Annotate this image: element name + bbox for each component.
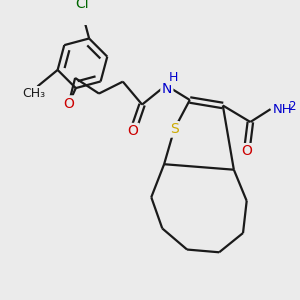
Text: NH: NH bbox=[272, 103, 292, 116]
Text: CH₃: CH₃ bbox=[22, 87, 45, 100]
Text: O: O bbox=[63, 97, 74, 111]
Text: N: N bbox=[162, 82, 172, 96]
Text: 2: 2 bbox=[288, 100, 296, 113]
Text: O: O bbox=[241, 144, 252, 158]
Text: Cl: Cl bbox=[75, 0, 88, 11]
Text: S: S bbox=[170, 122, 178, 136]
Text: H: H bbox=[169, 71, 178, 85]
Text: O: O bbox=[128, 124, 138, 138]
